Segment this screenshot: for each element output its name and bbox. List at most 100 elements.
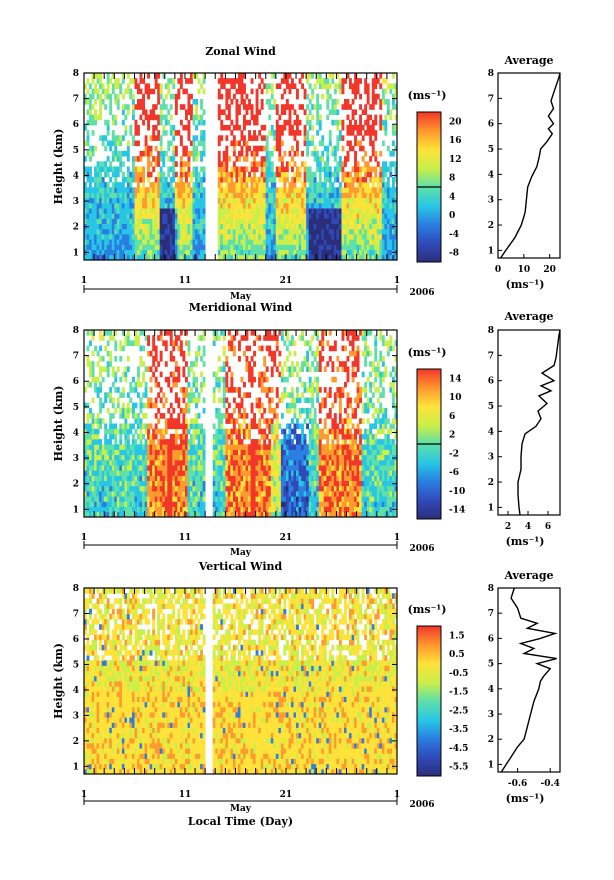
heatmap-cell [132,193,135,199]
heatmap-cell [107,156,110,162]
heatmap-cell [140,382,143,388]
heatmap-cell [389,229,392,235]
heatmap-cell [89,120,92,126]
heatmap-cell [268,398,271,404]
heatmap-cell [155,244,158,250]
heatmap-cell [200,213,203,219]
heatmap-cell [135,172,138,178]
heatmap-cell [104,465,107,471]
heatmap-cell [263,177,266,183]
heatmap-cell [218,172,221,178]
heatmap-cell [283,182,286,188]
heatmap-cell [180,187,183,193]
heatmap-cell [377,193,380,199]
heatmap-cell [182,444,185,450]
heatmap-cell [296,172,299,178]
heatmap-cell [152,104,155,110]
heatmap-cell [182,491,185,497]
heatmap-cell [377,94,380,100]
heatmap-cell [273,193,276,199]
heatmap-cell [122,193,125,199]
heatmap-cell [185,455,188,461]
heatmap-cell [359,208,362,214]
heatmap-cell [238,387,241,393]
heatmap-cell [162,234,165,240]
heatmap-cell [238,496,241,502]
heatmap-cell [180,496,183,502]
heatmap-cell [251,167,254,173]
heatmap-cell [117,398,120,404]
heatmap-cell [248,434,251,440]
heatmap-cell [278,455,281,461]
heatmap-cell [92,89,95,95]
heatmap-cell [203,465,206,471]
heatmap-cell [200,465,203,471]
heatmap-cell [331,193,334,199]
heatmap-cell [172,218,175,224]
heatmap-cell [203,501,206,507]
heatmap-cell [238,213,241,219]
heatmap-cell [248,455,251,461]
heatmap-cell [122,187,125,193]
heatmap-cell [372,208,375,214]
heatmap-cell [132,413,135,419]
heatmap-cell [261,244,264,250]
heatmap-cell [278,507,281,513]
heatmap-cell [256,460,259,466]
heatmap-cell [261,229,264,235]
heatmap-cell [188,229,191,235]
heatmap-cell [258,161,261,167]
heatmap-cell [190,177,193,183]
heatmap-cell [299,208,302,214]
heatmap-cell [223,351,226,357]
heatmap-cell [291,229,294,235]
heatmap-cell [117,470,120,476]
heatmap-cell [157,382,160,388]
heatmap-cell [172,193,175,199]
heatmap-cell [289,203,292,209]
heatmap-cell [314,187,317,193]
heatmap-cell [160,335,163,341]
heatmap-cell [236,203,239,209]
heatmap-cell [359,94,362,100]
heatmap-cell [372,198,375,204]
heatmap-cell [339,167,342,173]
heatmap-cell [223,398,226,404]
heatmap-cell [99,161,102,167]
heatmap-cell [137,501,140,507]
heatmap-cell [162,481,165,487]
heatmap-cell [127,501,130,507]
heatmap-cell [223,198,226,204]
heatmap-cell [102,244,105,250]
heatmap-cell [243,382,246,388]
heatmap-cell [261,496,264,502]
heatmap-cell [379,229,382,235]
heatmap-cell [102,135,105,141]
heatmap-cell [129,382,132,388]
heatmap-cell [392,218,395,224]
heatmap-cell [299,229,302,235]
heatmap-cell [357,224,360,230]
heatmap-cell [147,335,150,341]
heatmap-cell [160,120,163,126]
heatmap-cell [276,193,279,199]
heatmap-cell [152,340,155,346]
heatmap-cell [251,229,254,235]
heatmap-cell [188,455,191,461]
heatmap-cell [155,382,158,388]
heatmap-cell [137,465,140,471]
heatmap-cell [377,78,380,84]
heatmap-cell [263,387,266,393]
heatmap-cell [218,501,221,507]
heatmap-cell [286,167,289,173]
heatmap-cell [99,109,102,115]
heatmap-cell [107,167,110,173]
heatmap-cell [382,218,385,224]
heatmap-cell [241,89,244,95]
heatmap-cell [304,234,307,240]
heatmap-cell [89,156,92,162]
heatmap-cell [97,413,100,419]
heatmap-cell [193,465,196,471]
heatmap-cell [193,239,196,245]
heatmap-cell [306,193,309,199]
